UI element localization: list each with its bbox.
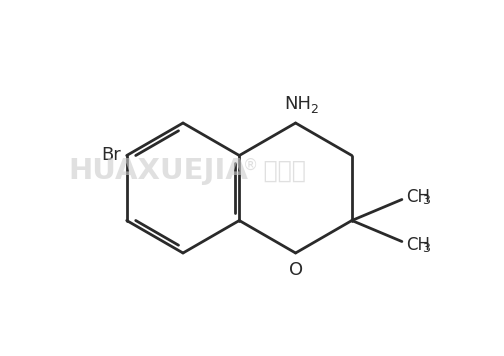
Text: CH: CH <box>406 236 430 253</box>
Text: NH: NH <box>284 95 311 113</box>
Text: 2: 2 <box>310 103 319 116</box>
Text: 3: 3 <box>422 242 430 255</box>
Text: O: O <box>288 261 302 279</box>
Text: CH: CH <box>406 188 430 205</box>
Text: Br: Br <box>101 147 121 164</box>
Text: 3: 3 <box>422 194 430 207</box>
Text: HUAXUEJIA: HUAXUEJIA <box>68 157 248 185</box>
Text: 化学加: 化学加 <box>256 159 306 183</box>
Text: ®: ® <box>243 157 258 173</box>
